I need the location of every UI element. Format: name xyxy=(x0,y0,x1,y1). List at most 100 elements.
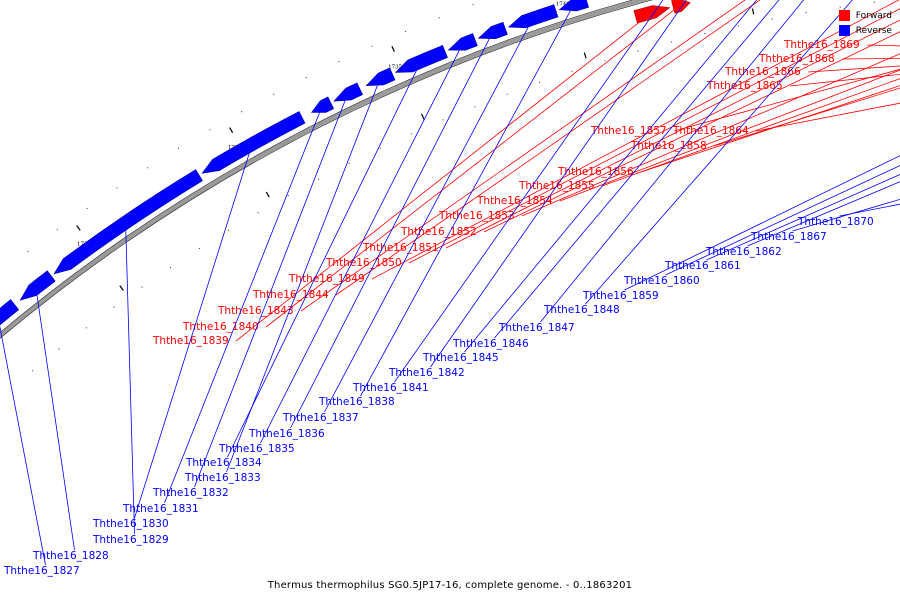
forward-gene-label: Ththe16_1857 xyxy=(590,125,667,137)
forward-leader-line xyxy=(483,31,900,233)
reverse-gene-arrow xyxy=(365,67,396,87)
legend: Forward Reverse xyxy=(838,8,892,38)
forward-gene-label: Ththe16_1851 xyxy=(362,242,439,254)
backbone-outer-edge xyxy=(0,0,654,339)
reverse-gene-label: Ththe16_1830 xyxy=(92,518,169,530)
reverse-gene-arrow xyxy=(394,45,448,73)
reverse-leader-line xyxy=(665,165,900,276)
reverse-tick-mark xyxy=(76,225,81,231)
forward-guide-dot xyxy=(317,178,320,180)
forward-guide-dot xyxy=(257,212,259,214)
forward-guide-dot xyxy=(141,286,143,288)
forward-guide-dot xyxy=(637,50,639,52)
forward-guide-dot xyxy=(604,60,606,62)
reverse-gene-label: Ththe16_1833 xyxy=(184,472,261,484)
reverse-gene-arrow xyxy=(19,270,56,301)
forward-gene-label: Ththe16_1854 xyxy=(476,195,553,207)
forward-guide-dot xyxy=(474,106,476,108)
reverse-gene-label: Ththe16_1859 xyxy=(582,290,659,302)
forward-tick-mark xyxy=(751,8,755,15)
reverse-tick-mark xyxy=(391,45,395,52)
reverse-gene-label: Ththe16_1838 xyxy=(318,396,395,408)
reverse-guide-dot xyxy=(472,3,474,5)
forward-leader-line xyxy=(371,0,900,280)
forward-leader-line xyxy=(673,68,900,132)
reverse-guide-dot xyxy=(241,111,243,113)
forward-gene-label: Ththe16_1868 xyxy=(758,53,835,65)
forward-leader-line xyxy=(755,102,900,132)
reverse-leader-line xyxy=(540,0,805,323)
reverse-leader-line xyxy=(430,0,687,368)
forward-gene-label: Ththe16_1849 xyxy=(288,273,365,285)
forward-tick-mark xyxy=(119,285,124,291)
reverse-guide-dot xyxy=(209,129,211,131)
reverse-gene-label: Ththe16_1841 xyxy=(352,382,429,394)
reverse-gene-label: Ththe16_1847 xyxy=(498,322,575,334)
forward-leader-line xyxy=(559,69,900,202)
reverse-guide-dot xyxy=(404,31,407,33)
reverse-gene-arrow xyxy=(311,96,335,113)
forward-leader-line xyxy=(265,3,682,328)
forward-gene-label: Ththe16_1843 xyxy=(217,305,294,317)
forward-tick-mark xyxy=(421,113,425,120)
backbone-inner-edge xyxy=(0,0,635,334)
reverse-gene-label: Ththe16_1836 xyxy=(248,428,325,440)
forward-tick-mark xyxy=(583,52,587,59)
legend-reverse-swatch xyxy=(838,25,850,36)
forward-guide-dot xyxy=(704,32,706,35)
reverse-gene-label: Ththe16_1832 xyxy=(152,487,229,499)
forward-leader-line xyxy=(866,44,900,47)
reverse-leader-line xyxy=(260,45,463,444)
reverse-gene-label: Ththe16_1834 xyxy=(185,457,262,469)
forward-guide-dot xyxy=(442,119,444,121)
reverse-gene-label: Ththe16_1831 xyxy=(122,503,199,515)
reverse-guide-dot xyxy=(56,229,58,231)
forward-gene-label: Ththe16_1869 xyxy=(783,39,860,51)
forward-leader-line xyxy=(640,85,900,173)
reverse-gene-label: Ththe16_1837 xyxy=(282,412,359,424)
legend-reverse-label: Reverse xyxy=(855,25,892,36)
forward-leader-line xyxy=(300,0,746,312)
reverse-gene-label: Ththe16_1835 xyxy=(218,443,295,455)
reverse-gene-label: Ththe16_1845 xyxy=(422,352,499,364)
reverse-gene-arrow xyxy=(201,111,306,174)
forward-guide-dot xyxy=(670,41,673,43)
reverse-guide-dot xyxy=(27,250,29,253)
reverse-gene-label: Ththe16_1842 xyxy=(388,367,465,379)
reverse-gene-label: Ththe16_1829 xyxy=(92,534,169,546)
forward-gene-label: Ththe16_1840 xyxy=(182,321,259,333)
reverse-gene-label: Ththe16_1827 xyxy=(3,565,80,577)
forward-gene-label: Ththe16_1852 xyxy=(400,226,477,238)
reverse-guide-dot xyxy=(438,17,440,19)
reverse-gene-label: Ththe16_1862 xyxy=(705,246,782,258)
forward-guide-dot xyxy=(198,248,200,250)
reverse-guide-dot xyxy=(147,167,149,169)
reverse-leader-line xyxy=(360,5,574,397)
reverse-gene-label: Ththe16_1848 xyxy=(543,304,620,316)
forward-tick-mark xyxy=(265,191,270,198)
reverse-leader-line xyxy=(194,95,348,488)
genome-axis xyxy=(0,0,654,339)
forward-gene-arrow xyxy=(671,0,691,14)
reverse-gene-arrow xyxy=(0,299,20,326)
reverse-guide-dot xyxy=(273,93,275,95)
forward-gene-label: Ththe16_1844 xyxy=(252,289,329,301)
forward-leader-line xyxy=(445,19,900,249)
reverse-gene-label: Ththe16_1860 xyxy=(623,275,700,287)
reverse-gene-arrow xyxy=(333,82,364,102)
forward-leader-line xyxy=(235,11,653,342)
legend-reverse: Reverse xyxy=(838,23,892,38)
reverse-gene-label: Ththe16_1828 xyxy=(32,550,109,562)
forward-guide-dot xyxy=(287,195,289,197)
forward-gene-label: Ththe16_1864 xyxy=(672,125,749,137)
legend-forward: Forward xyxy=(838,8,892,23)
forward-gene-label: Ththe16_1866 xyxy=(724,66,801,78)
forward-leader-line xyxy=(408,8,900,264)
forward-guide-dot xyxy=(31,370,34,372)
forward-guide-dot xyxy=(506,93,508,95)
forward-guide-dot xyxy=(571,70,573,72)
legend-forward-swatch xyxy=(838,10,850,21)
forward-gene-label: Ththe16_1858 xyxy=(630,140,707,152)
reverse-guide-dot xyxy=(86,207,88,209)
reverse-leader-line xyxy=(624,155,900,291)
